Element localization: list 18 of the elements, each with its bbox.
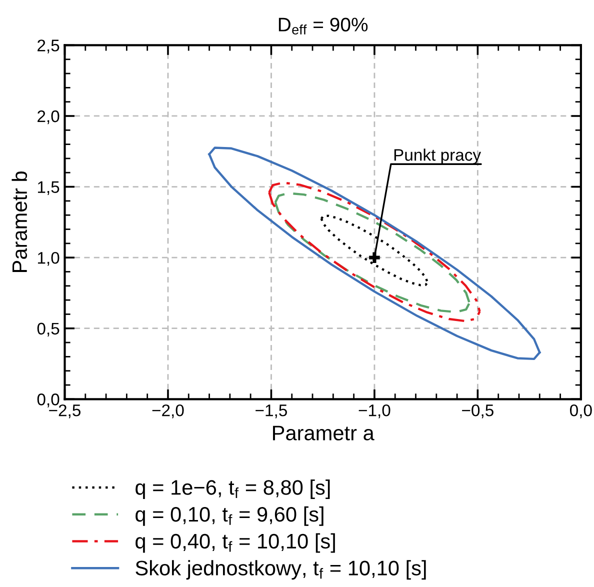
x-tick-label: −2,0 <box>152 404 184 418</box>
legend-label: q = 1e−6, t$_{f}$ = 8,80 [s] <box>136 480 330 499</box>
legend-label: q = 0,40, t$_{f}$ = 10,10 [s] <box>136 533 335 553</box>
x-tick-label: −1,5 <box>256 404 287 418</box>
chart-title: D$_{eff}$ = 90% <box>278 18 368 34</box>
legend-label: Skok jednostkowy, t$_{f}$ = 10,10 [s] <box>136 560 426 580</box>
x-tick-label: −1,0 <box>358 404 390 418</box>
y-tick-label: 2,0 <box>38 110 60 124</box>
legend-label: q = 0,10, t$_{f}$ = 9,60 [s] <box>136 506 324 526</box>
y-axis-title: Parametr b <box>12 172 28 272</box>
y-tick-label: 1,5 <box>38 181 60 195</box>
annotation: Punkt pracy <box>394 148 482 164</box>
y-tick-label: 2,5 <box>38 40 60 54</box>
x-tick-label: 0,0 <box>570 404 592 418</box>
x-tick-label: −0,5 <box>462 404 494 418</box>
y-tick-label: 0,5 <box>37 322 60 337</box>
y-tick-label: 1,0 <box>38 252 60 266</box>
x-axis-title: Parametr a <box>273 426 374 440</box>
